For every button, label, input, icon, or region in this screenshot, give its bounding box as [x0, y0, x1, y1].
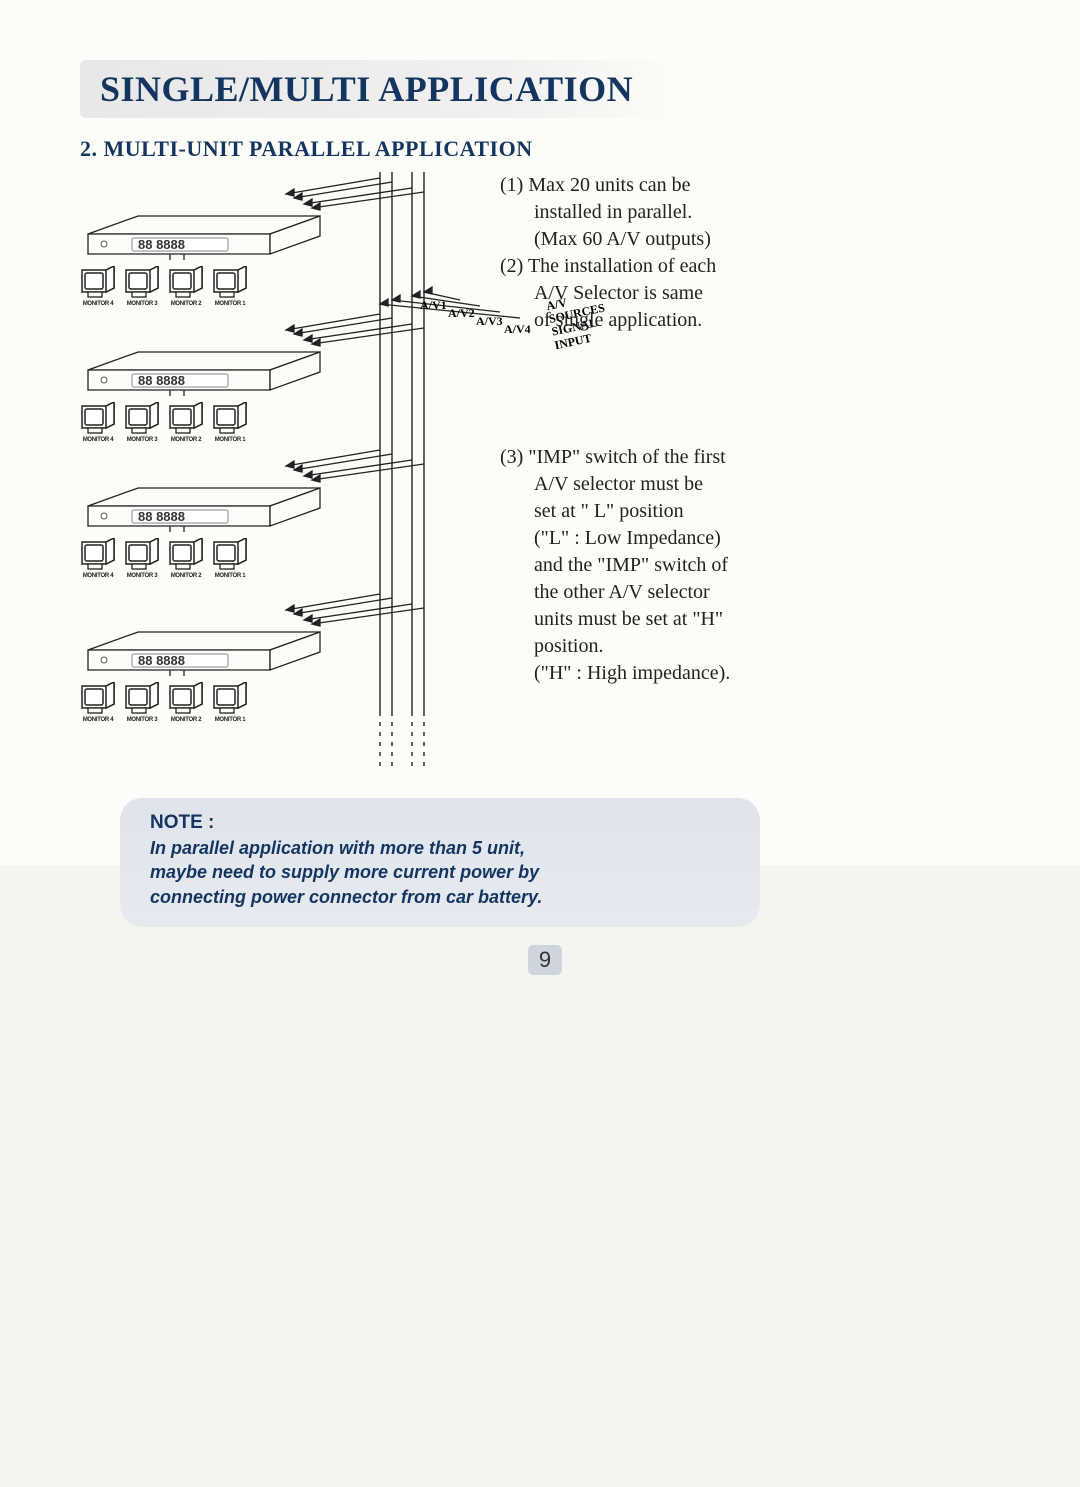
- note-1-line-3: (Max 60 A/V outputs): [500, 226, 900, 253]
- note-3-line-9: ("H" : High impedance).: [500, 660, 900, 687]
- note-3-line-2: A/V selector must be: [500, 471, 900, 498]
- monitor-label: MONITOR 1: [210, 437, 250, 443]
- note-callout: NOTE : In parallel application with more…: [120, 798, 760, 927]
- instruction-text: (1) Max 20 units can be installed in par…: [500, 172, 900, 687]
- monitor-icon: MONITOR 4: [78, 402, 118, 443]
- note-1-line-1: (1) Max 20 units can be: [500, 172, 900, 199]
- monitor-icon: MONITOR 1: [210, 402, 250, 443]
- monitor-icon: MONITOR 4: [78, 538, 118, 579]
- monitor-label: MONITOR 3: [122, 437, 162, 443]
- monitor-label: MONITOR 3: [122, 717, 162, 723]
- av-unit-1: 88 8888 MONITOR 4 MONITOR 3 MONITOR 2: [80, 212, 275, 307]
- monitor-icon: MONITOR 2: [166, 266, 206, 307]
- av-label-3: A/V3: [476, 314, 503, 329]
- svg-text:88 8888: 88 8888: [138, 653, 185, 668]
- av-unit-4: 88 8888 MONITOR 4 MONITOR 3 MONITOR 2: [80, 628, 275, 723]
- monitor-icon: MONITOR 1: [210, 266, 250, 307]
- note-2-line-3: of single application.: [500, 307, 900, 334]
- av-selector-device: 88 8888: [80, 348, 275, 388]
- note-3-line-6: the other A/V selector: [500, 579, 900, 606]
- note-3-line-1: (3) "IMP" switch of the first: [500, 444, 900, 471]
- note-title: NOTE :: [150, 812, 730, 834]
- monitor-icon: MONITOR 3: [122, 682, 162, 723]
- av-selector-device: 88 8888: [80, 628, 275, 668]
- av-label-2: A/V2: [448, 306, 475, 321]
- page-number: 9: [528, 945, 562, 975]
- av-selector-device: 88 8888: [80, 484, 275, 524]
- monitor-row: MONITOR 4 MONITOR 3 MONITOR 2 MONITOR 1: [78, 402, 275, 443]
- monitor-icon: MONITOR 3: [122, 266, 162, 307]
- monitor-label: MONITOR 3: [122, 301, 162, 307]
- monitor-icon: MONITOR 1: [210, 682, 250, 723]
- monitor-label: MONITOR 2: [166, 301, 206, 307]
- wiring-diagram: 88 8888 MONITOR 4 MONITOR 3 MONITOR 2: [80, 172, 500, 752]
- monitor-label: MONITOR 4: [78, 717, 118, 723]
- note-3-line-8: position.: [500, 633, 900, 660]
- monitor-icon: MONITOR 3: [122, 538, 162, 579]
- note-3-line-3: set at " L" position: [500, 498, 900, 525]
- section-subtitle: 2. MULTI-UNIT PARALLEL APPLICATION: [80, 136, 1010, 162]
- svg-text:88 8888: 88 8888: [138, 373, 185, 388]
- av-unit-2: 88 8888 MONITOR 4 MONITOR 3 MONITOR 2: [80, 348, 275, 443]
- monitor-icon: MONITOR 3: [122, 402, 162, 443]
- monitor-label: MONITOR 1: [210, 573, 250, 579]
- note-body-3: connecting power connector from car batt…: [150, 885, 730, 909]
- page-number-container: 9: [80, 945, 1010, 975]
- note-3-line-5: and the "IMP" switch of: [500, 552, 900, 579]
- content-area: 88 8888 MONITOR 4 MONITOR 3 MONITOR 2: [80, 172, 1010, 792]
- note-3-line-7: units must be set at "H": [500, 606, 900, 633]
- note-1-line-2: installed in parallel.: [500, 199, 900, 226]
- note-2-line-2: A/V Selector is same: [500, 280, 900, 307]
- monitor-icon: MONITOR 2: [166, 538, 206, 579]
- monitor-row: MONITOR 4 MONITOR 3 MONITOR 2 MONITOR 1: [78, 266, 275, 307]
- document-page: SINGLE/MULTI APPLICATION 2. MULTI-UNIT P…: [0, 0, 1080, 865]
- monitor-icon: MONITOR 4: [78, 266, 118, 307]
- monitor-label: MONITOR 1: [210, 301, 250, 307]
- svg-text:88 8888: 88 8888: [138, 509, 185, 524]
- monitor-label: MONITOR 4: [78, 301, 118, 307]
- monitor-row: MONITOR 4 MONITOR 3 MONITOR 2 MONITOR 1: [78, 538, 275, 579]
- monitor-icon: MONITOR 2: [166, 402, 206, 443]
- monitor-label: MONITOR 4: [78, 573, 118, 579]
- av-selector-device: 88 8888: [80, 212, 275, 252]
- page-title: SINGLE/MULTI APPLICATION: [100, 68, 660, 110]
- title-banner: SINGLE/MULTI APPLICATION: [80, 60, 680, 118]
- av-label-1: A/V1: [420, 298, 447, 313]
- monitor-row: MONITOR 4 MONITOR 3 MONITOR 2 MONITOR 1: [78, 682, 275, 723]
- svg-text:88 8888: 88 8888: [138, 237, 185, 252]
- note-body-1: In parallel application with more than 5…: [150, 836, 730, 860]
- av-unit-3: 88 8888 MONITOR 4 MONITOR 3 MONITOR 2: [80, 484, 275, 579]
- monitor-label: MONITOR 4: [78, 437, 118, 443]
- monitor-label: MONITOR 2: [166, 717, 206, 723]
- note-3-line-4: ("L" : Low Impedance): [500, 525, 900, 552]
- note-2-line-1: (2) The installation of each: [500, 253, 900, 280]
- monitor-icon: MONITOR 1: [210, 538, 250, 579]
- monitor-icon: MONITOR 2: [166, 682, 206, 723]
- monitor-label: MONITOR 1: [210, 717, 250, 723]
- monitor-label: MONITOR 3: [122, 573, 162, 579]
- monitor-label: MONITOR 2: [166, 437, 206, 443]
- note-body-2: maybe need to supply more current power …: [150, 860, 730, 884]
- monitor-label: MONITOR 2: [166, 573, 206, 579]
- monitor-icon: MONITOR 4: [78, 682, 118, 723]
